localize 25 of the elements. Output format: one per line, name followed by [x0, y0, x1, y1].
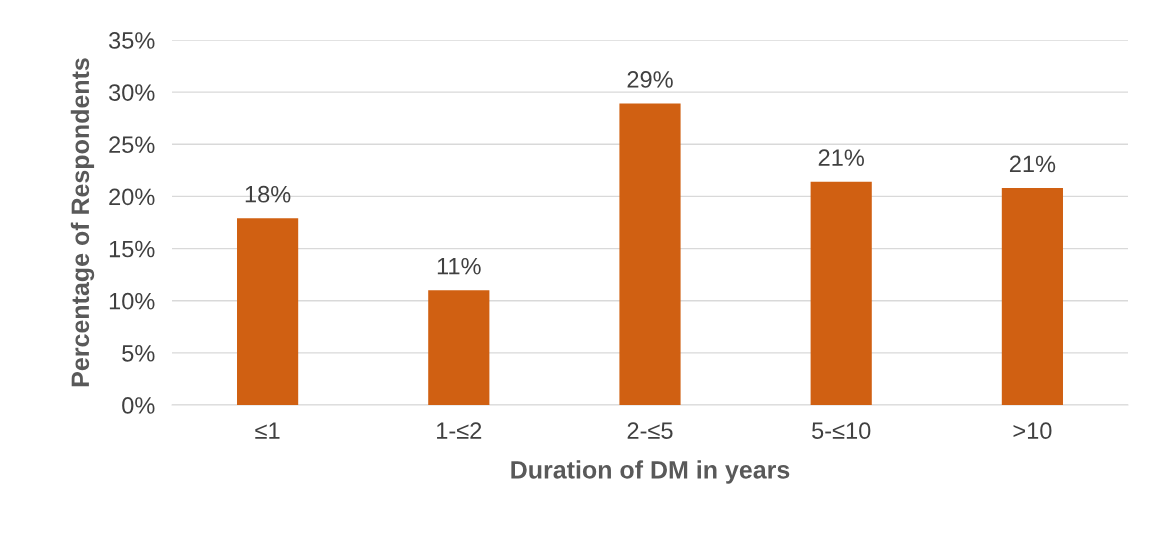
y-tick-label: 30%	[108, 84, 155, 101]
y-tick-label: 0%	[122, 397, 155, 414]
data-label: 21%	[1009, 155, 1056, 173]
data-label: 21%	[818, 149, 864, 166]
bar	[1001, 188, 1063, 405]
y-tick-label: 5%	[122, 345, 155, 362]
y-tick-label: 15%	[109, 240, 155, 258]
y-tick-label: 35%	[108, 32, 155, 49]
x-axis-title: Duration of DM in years	[511, 460, 790, 484]
data-label: 18%	[245, 185, 291, 203]
x-tick-label: >10	[1013, 422, 1052, 440]
data-label: 11%	[437, 257, 481, 275]
x-tick-label: 2-≤5	[627, 422, 673, 440]
y-tick-label: 20%	[109, 188, 155, 206]
bar	[237, 218, 299, 405]
bar	[810, 181, 872, 405]
bar	[619, 103, 681, 405]
x-tick-label: ≤1	[255, 422, 280, 439]
x-tick-label: 5-≤10	[812, 422, 871, 440]
x-tick-label: 1-≤2	[437, 422, 482, 439]
bar	[428, 290, 490, 405]
y-axis-title: Percentage of Respondents	[70, 58, 95, 387]
data-label: 29%	[627, 71, 673, 88]
y-tick-label: 10%	[109, 292, 155, 310]
y-tick-label: 25%	[109, 136, 155, 154]
